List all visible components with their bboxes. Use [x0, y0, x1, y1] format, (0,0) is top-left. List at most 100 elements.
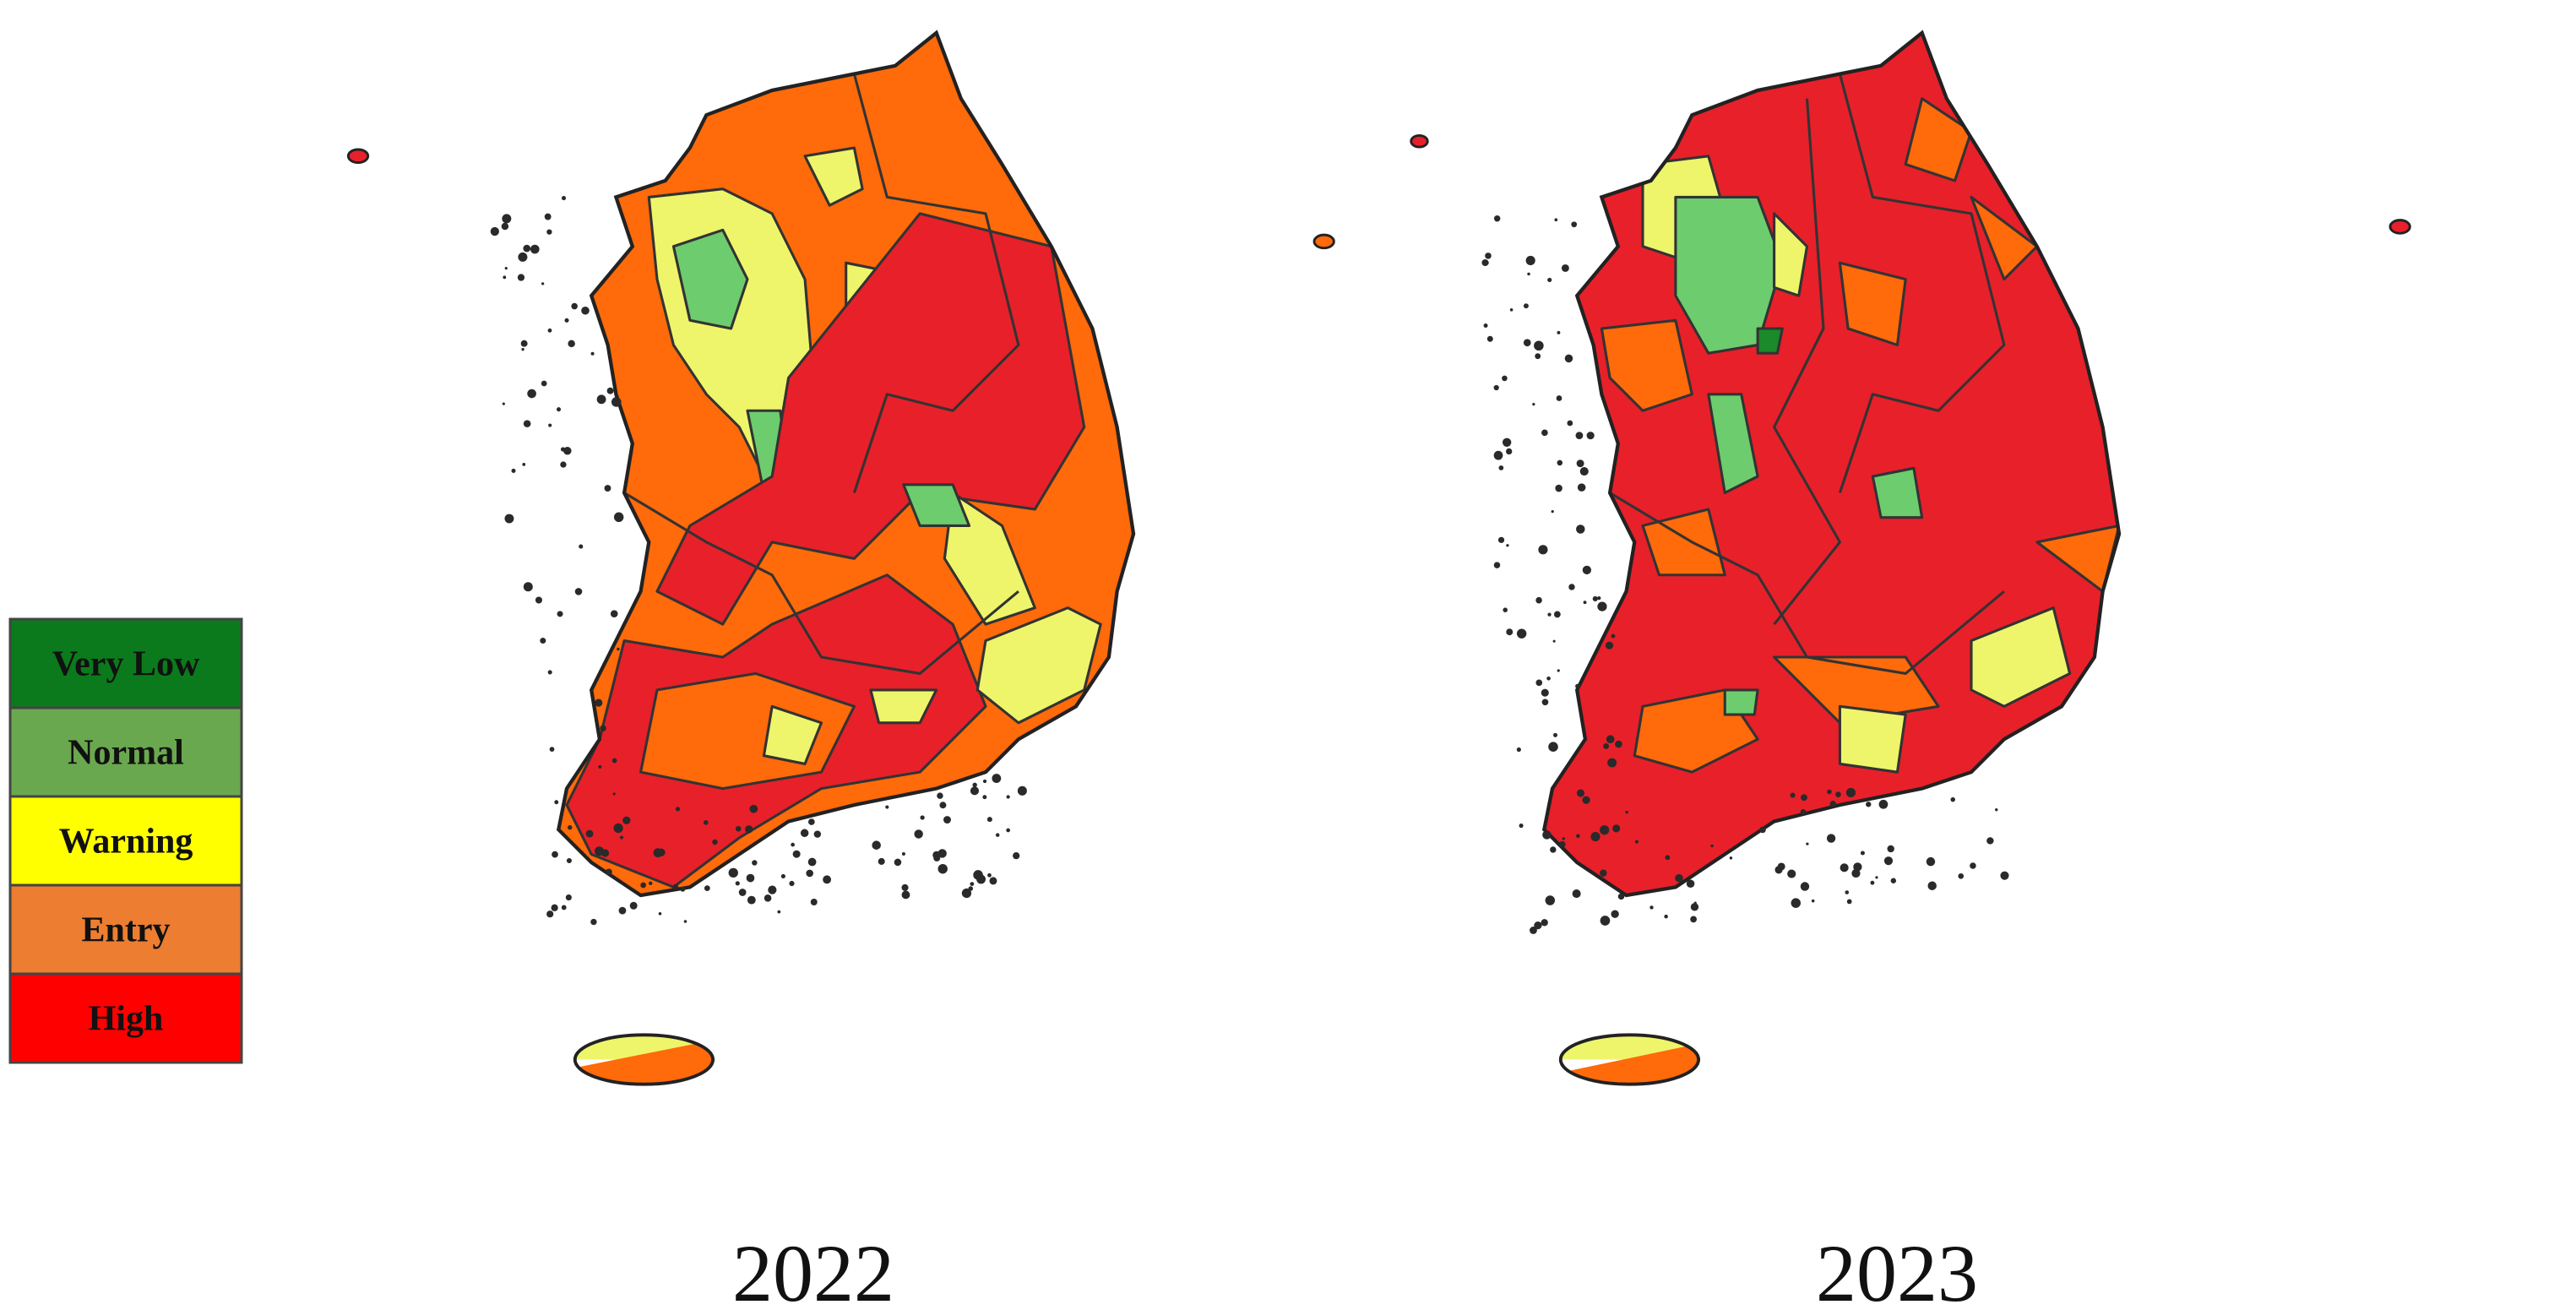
island	[581, 307, 590, 315]
island	[1860, 851, 1865, 856]
map-2023	[1312, 33, 2411, 1086]
island	[1611, 633, 1616, 639]
legend-label: Warning	[59, 823, 193, 862]
island	[1564, 354, 1573, 363]
island	[972, 782, 977, 788]
island	[982, 779, 987, 784]
island	[901, 852, 905, 856]
island	[546, 910, 554, 918]
island	[970, 786, 980, 796]
island	[527, 389, 536, 399]
island	[1516, 747, 1521, 753]
island	[1550, 846, 1557, 853]
island	[1787, 869, 1796, 878]
island	[1493, 384, 1499, 391]
island	[613, 512, 624, 523]
island	[989, 877, 997, 885]
island	[1493, 562, 1501, 568]
island	[789, 880, 795, 887]
map-caption: 2023	[1816, 1228, 1978, 1310]
island	[1557, 669, 1560, 672]
island	[1870, 880, 1875, 885]
island	[1506, 628, 1514, 636]
island	[1519, 823, 1524, 829]
island	[973, 870, 983, 880]
islands	[490, 196, 1027, 926]
island	[622, 816, 631, 825]
island	[1568, 584, 1575, 590]
island	[1845, 787, 1856, 798]
island	[1690, 903, 1699, 911]
island	[961, 888, 972, 899]
island	[1493, 450, 1503, 460]
island	[522, 462, 526, 466]
island	[1575, 683, 1580, 689]
island	[541, 282, 545, 285]
island	[502, 402, 505, 405]
island	[1572, 889, 1581, 899]
island	[1800, 809, 1807, 815]
island	[611, 758, 617, 764]
island	[937, 849, 947, 858]
island	[745, 825, 753, 834]
island	[1498, 465, 1504, 470]
island	[982, 795, 987, 800]
island	[561, 196, 567, 201]
island	[768, 885, 777, 894]
island	[1600, 869, 1607, 878]
legend-label: Normal	[68, 734, 184, 773]
island	[590, 351, 595, 356]
island	[1516, 628, 1527, 639]
island	[1582, 565, 1592, 575]
island	[1790, 792, 1796, 798]
island	[649, 881, 653, 886]
island	[1927, 881, 1937, 890]
island	[490, 226, 499, 236]
island	[1576, 834, 1580, 839]
island	[1576, 459, 1584, 468]
island	[604, 485, 611, 492]
island	[1557, 459, 1563, 466]
island	[1586, 432, 1595, 440]
island	[658, 912, 662, 916]
island	[1811, 899, 1815, 903]
island	[547, 328, 552, 333]
island	[1866, 802, 1872, 807]
island	[613, 823, 623, 834]
island	[1887, 845, 1894, 853]
island	[1576, 789, 1585, 797]
island	[544, 213, 552, 220]
island	[1835, 791, 1841, 797]
island	[1554, 218, 1558, 222]
island	[1958, 872, 1965, 879]
island	[885, 805, 889, 809]
island	[1485, 260, 1489, 265]
island	[590, 918, 597, 926]
island	[548, 423, 552, 427]
island	[1535, 679, 1543, 687]
island	[511, 468, 516, 473]
island	[1525, 255, 1535, 266]
island	[1686, 879, 1695, 888]
island	[791, 842, 796, 847]
island	[1600, 916, 1611, 926]
island	[601, 849, 610, 857]
island	[1538, 545, 1548, 555]
island	[1006, 795, 1010, 799]
island	[1548, 742, 1558, 752]
island	[1615, 740, 1622, 748]
island	[1545, 895, 1556, 905]
island	[1532, 403, 1535, 406]
island	[1017, 785, 1027, 796]
island	[1597, 601, 1607, 612]
legend-label: Very Low	[52, 645, 200, 684]
island	[1546, 676, 1551, 681]
island	[1710, 844, 1714, 848]
island	[503, 275, 507, 280]
island	[777, 910, 781, 914]
island	[1523, 303, 1529, 309]
island	[810, 899, 818, 905]
island	[568, 340, 575, 348]
island	[1485, 253, 1492, 259]
island	[504, 267, 508, 270]
